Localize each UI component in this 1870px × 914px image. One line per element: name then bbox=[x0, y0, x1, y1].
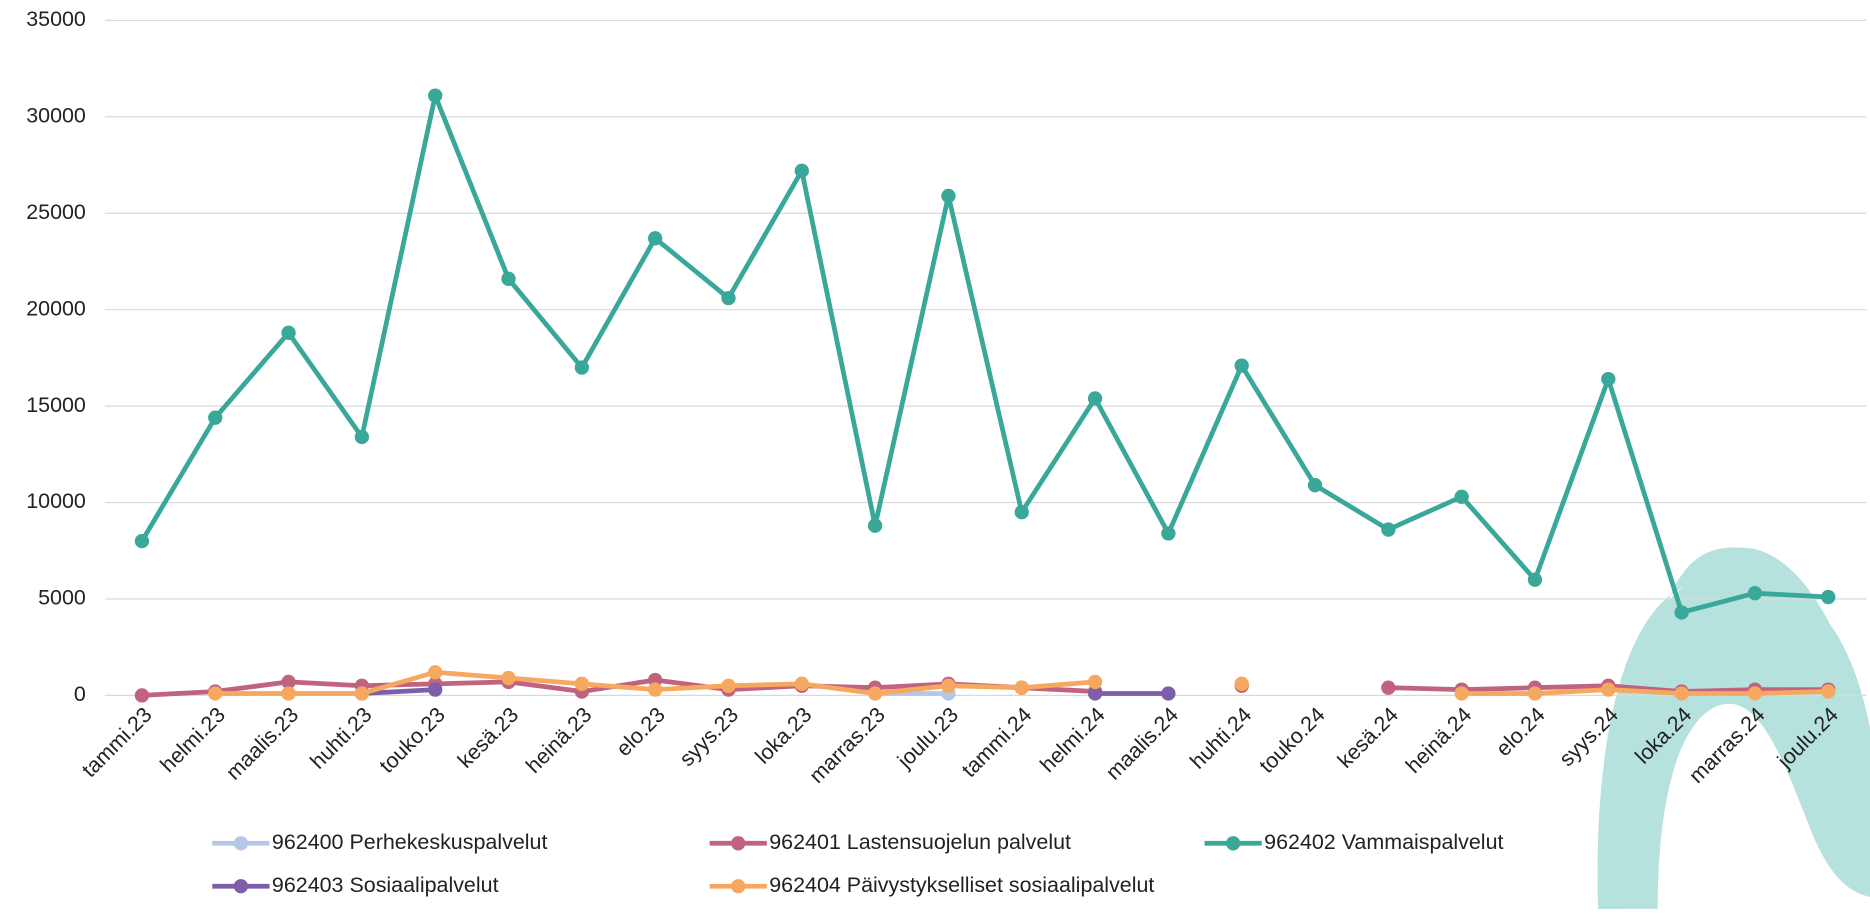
y-tick-label: 10000 bbox=[26, 489, 86, 513]
y-tick-label: 20000 bbox=[26, 296, 86, 320]
data-point bbox=[1307, 478, 1323, 493]
data-point bbox=[428, 88, 443, 103]
legend-marker bbox=[731, 836, 746, 851]
data-point bbox=[1161, 686, 1176, 701]
data-point bbox=[941, 188, 956, 204]
data-point bbox=[1674, 686, 1689, 701]
legend-label: 962403 Sosiaalipalvelut bbox=[272, 873, 499, 897]
data-point bbox=[647, 231, 663, 246]
data-point bbox=[1087, 674, 1103, 690]
decoration bbox=[1598, 572, 1870, 909]
data-point bbox=[1601, 371, 1616, 387]
x-tick-label: huhti.23 bbox=[306, 703, 377, 774]
data-point bbox=[1087, 686, 1103, 701]
data-point bbox=[1747, 686, 1763, 701]
x-tick-label: touko.23 bbox=[375, 703, 450, 778]
data-point bbox=[281, 325, 296, 340]
y-tick-label: 5000 bbox=[38, 586, 86, 610]
data-point bbox=[1527, 686, 1543, 701]
data-point bbox=[1381, 522, 1396, 537]
data-point bbox=[1014, 505, 1029, 520]
data-point bbox=[281, 686, 296, 701]
data-point bbox=[647, 682, 663, 697]
x-tick-label: syys.23 bbox=[675, 703, 743, 771]
data-point bbox=[1674, 605, 1689, 620]
data-point bbox=[941, 678, 956, 693]
data-point bbox=[1087, 391, 1103, 406]
data-point bbox=[281, 674, 296, 690]
data-point bbox=[1161, 526, 1176, 541]
data-point bbox=[354, 429, 370, 445]
x-tick-label: joulu.23 bbox=[892, 703, 963, 774]
series-line bbox=[139, 93, 1829, 615]
x-tick-label: heinä.23 bbox=[521, 703, 596, 778]
data-point bbox=[721, 678, 736, 693]
x-tick-label: tammi.23 bbox=[77, 703, 156, 782]
x-tick-label: loka.23 bbox=[751, 703, 817, 769]
data-point bbox=[1234, 676, 1249, 691]
data-point bbox=[1601, 682, 1616, 697]
x-tick-label: maalis.24 bbox=[1101, 703, 1183, 785]
data-point bbox=[428, 682, 443, 697]
data-point bbox=[1454, 686, 1469, 701]
x-tick-label: elo.24 bbox=[1491, 703, 1549, 761]
data-point bbox=[501, 271, 516, 286]
data-point bbox=[721, 290, 736, 306]
y-tick-label: 15000 bbox=[26, 393, 86, 417]
x-tick-label: tammi.24 bbox=[957, 703, 1036, 782]
legend-marker bbox=[233, 879, 249, 894]
x-tick-label: touko.24 bbox=[1255, 703, 1330, 778]
data-point bbox=[1381, 680, 1396, 695]
x-tick-label: helmi.24 bbox=[1035, 703, 1109, 777]
x-tick-label: heinä.24 bbox=[1401, 703, 1476, 778]
legend-label: 962402 Vammaispalvelut bbox=[1264, 830, 1503, 854]
data-point bbox=[1454, 489, 1469, 504]
data-point bbox=[574, 360, 589, 375]
x-tick-label: marras.23 bbox=[805, 703, 890, 788]
legend-label: 962400 Perhekeskuspalvelut bbox=[272, 830, 548, 854]
data-point bbox=[208, 410, 223, 425]
data-point bbox=[1821, 684, 1836, 699]
legend-label: 962404 Päivystykselliset sosiaalipalvelu… bbox=[769, 873, 1154, 897]
x-tick-label: kesä.23 bbox=[453, 703, 523, 773]
data-point bbox=[574, 676, 589, 691]
data-point bbox=[134, 533, 150, 549]
data-point bbox=[1234, 358, 1249, 373]
legend-marker bbox=[1225, 836, 1241, 851]
data-point bbox=[208, 686, 223, 701]
data-point bbox=[1747, 586, 1763, 601]
x-tick-label: helmi.23 bbox=[156, 703, 230, 777]
data-point bbox=[794, 676, 809, 691]
y-tick-label: 35000 bbox=[26, 7, 86, 31]
series-line bbox=[361, 687, 1169, 696]
data-point bbox=[1014, 680, 1029, 695]
y-tick-label: 25000 bbox=[26, 200, 86, 224]
data-point bbox=[134, 688, 150, 703]
x-tick-label: elo.23 bbox=[612, 703, 670, 761]
data-point bbox=[867, 686, 883, 701]
legend-marker bbox=[731, 879, 746, 894]
x-tick-label: maalis.23 bbox=[221, 703, 303, 785]
y-tick-label: 0 bbox=[74, 682, 86, 706]
data-point bbox=[1527, 572, 1543, 587]
x-tick-label: huhti.24 bbox=[1185, 703, 1256, 774]
data-point bbox=[501, 670, 516, 686]
data-point bbox=[428, 665, 443, 680]
y-tick-label: 30000 bbox=[26, 103, 86, 127]
data-point bbox=[1821, 589, 1836, 605]
data-point bbox=[794, 163, 809, 178]
data-point bbox=[867, 518, 883, 533]
x-tick-label: kesä.24 bbox=[1333, 703, 1403, 773]
data-point bbox=[354, 686, 370, 701]
legend-label: 962401 Lastensuojelun palvelut bbox=[769, 830, 1071, 854]
legend-marker bbox=[233, 836, 249, 851]
